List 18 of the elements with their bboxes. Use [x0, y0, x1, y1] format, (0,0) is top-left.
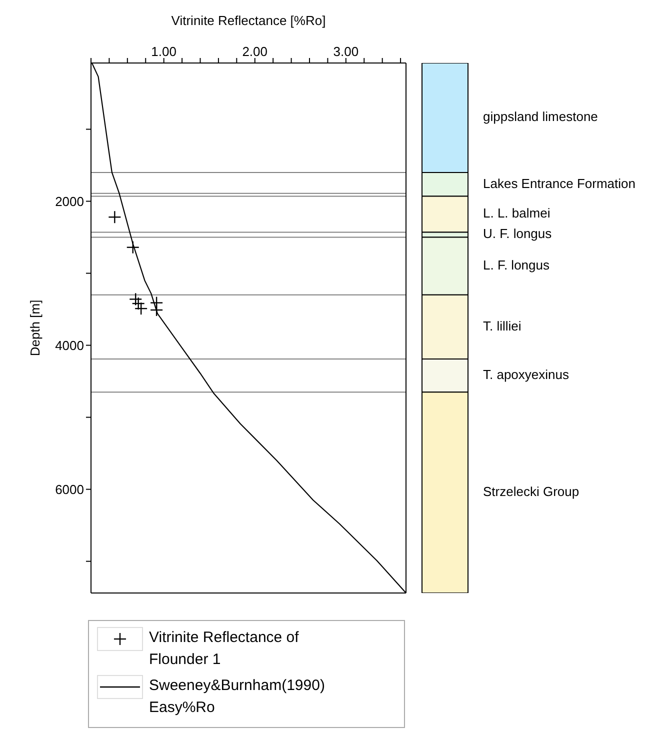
- series-label: U. F. longus: [483, 226, 552, 242]
- series-label: L. F. longus: [483, 258, 550, 273]
- series-label: T. apoxyexinus: [483, 366, 570, 382]
- legend-label: Sweeney&Burnham(1990) Easy%Ro: [149, 676, 325, 718]
- x-tick-label: 2.00: [242, 44, 268, 59]
- series-label: L. L. balmei: [483, 206, 550, 221]
- series-label: gippsland limestone: [483, 109, 598, 124]
- y-axis-title: Depth [m]: [28, 300, 43, 356]
- series-label: T. lilliei: [483, 318, 522, 334]
- y-tick-label: 6000: [55, 482, 84, 497]
- x-tick-label: 1.00: [151, 44, 176, 59]
- y-tick-label: 2000: [55, 194, 84, 209]
- legend-label: Vitrinite Reflectance of Flounder 1: [149, 628, 300, 670]
- series-label: Lakes Entrance Formation: [483, 176, 636, 191]
- x-axis-title: Vitrinite Reflectance [%Ro]: [171, 13, 326, 28]
- y-tick-label: 4000: [55, 338, 84, 353]
- series-label: Strzelecki Group: [483, 484, 580, 499]
- x-tick-label: 3.00: [333, 44, 359, 59]
